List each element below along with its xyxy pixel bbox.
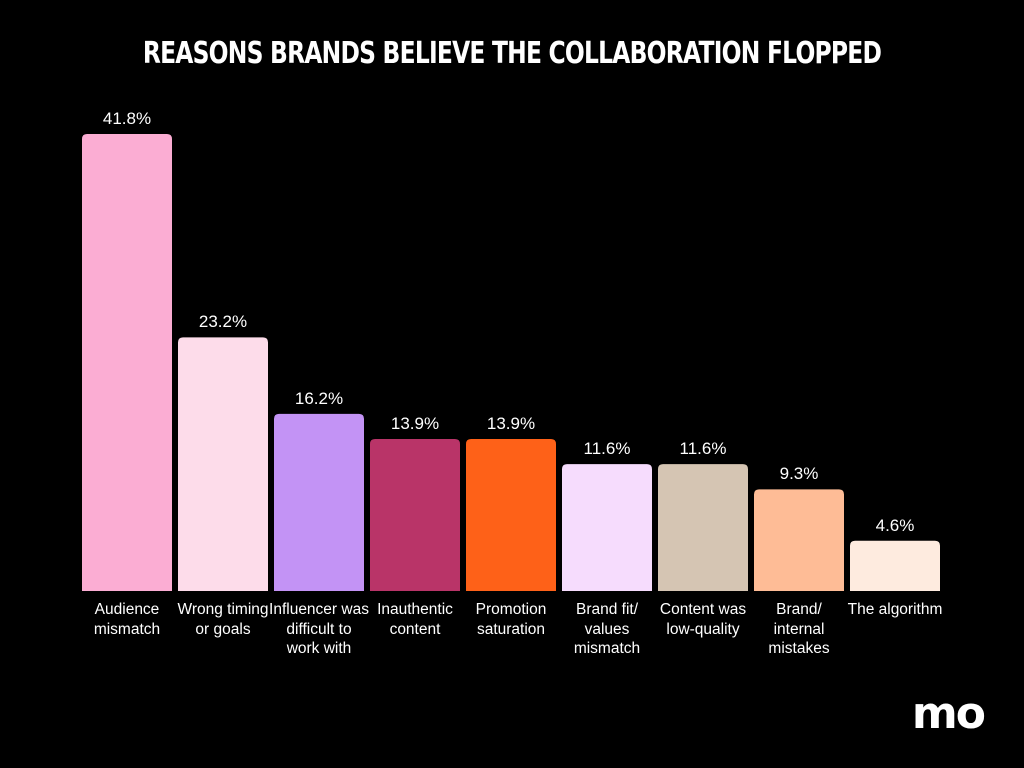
x-tick-label: Promotion saturation: [475, 601, 547, 638]
value-label: 16.2%: [294, 388, 344, 408]
bar: [370, 439, 460, 591]
chart-title: REASONS BRANDS BELIEVE THE COLLABORATION…: [142, 36, 882, 71]
x-tick-label: Influencer was difficult to work with: [269, 601, 369, 657]
bar: [178, 337, 268, 591]
x-tick-label: Brand/ internal mistakes: [768, 601, 830, 657]
value-label: 41.8%: [102, 109, 152, 128]
bar: [850, 540, 940, 591]
value-label: 13.9%: [486, 414, 536, 434]
x-tick-label: Audience mismatch: [93, 601, 161, 638]
x-tick-label: Brand fit/ values mismatch: [573, 601, 641, 657]
value-label: 4.6%: [875, 515, 915, 535]
bar: [466, 439, 556, 591]
value-label: 23.2%: [198, 312, 248, 332]
x-tick-label: Content was low-quality: [659, 601, 747, 638]
value-label: 11.6%: [583, 439, 631, 459]
x-tick-label: Inauthentic content: [377, 601, 453, 638]
value-label: 11.6%: [679, 439, 727, 459]
x-tick-label: The algorithm: [847, 601, 943, 618]
value-label: 9.3%: [779, 464, 819, 484]
value-label: 13.9%: [390, 414, 440, 434]
bar: [82, 134, 172, 591]
bar: [754, 489, 844, 591]
bar: [658, 464, 748, 591]
bar: [274, 413, 364, 591]
x-tick-label: Wrong timing or goals: [177, 601, 269, 638]
logo: mo: [911, 688, 986, 739]
bar: [562, 464, 652, 591]
